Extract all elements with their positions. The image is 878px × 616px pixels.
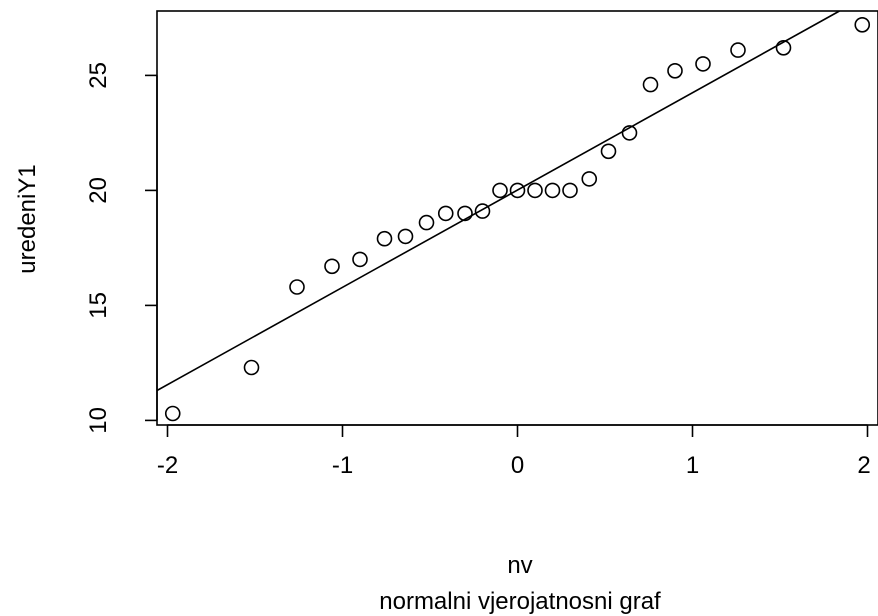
plot-box — [156, 10, 878, 426]
data-point — [581, 171, 598, 187]
data-point — [492, 182, 508, 199]
data-point — [324, 258, 340, 275]
x-tick-label: 2 — [857, 452, 870, 479]
data-point — [695, 56, 711, 72]
data-point — [352, 251, 368, 268]
x-tick-label: -2 — [157, 452, 178, 479]
data-point — [164, 405, 181, 422]
reference-line-group — [156, 10, 840, 392]
y-axis-title: uredeniY1 — [14, 164, 41, 273]
y-tick-label: 25 — [85, 62, 112, 89]
x-axis: -2 -1 0 1 2 — [157, 424, 871, 479]
data-point — [527, 182, 543, 199]
reference-line — [156, 10, 840, 392]
x-tick-label: -1 — [332, 452, 353, 479]
y-tick-label: 20 — [85, 177, 112, 204]
data-point — [243, 359, 260, 376]
y-tick-label: 10 — [85, 407, 112, 434]
data-point — [457, 205, 473, 222]
x-axis-title: nv — [507, 552, 532, 579]
data-point — [667, 63, 683, 79]
data-point — [437, 205, 454, 222]
data-point — [509, 182, 526, 199]
data-point — [621, 125, 638, 141]
y-tick-label: 15 — [85, 292, 112, 319]
data-point — [642, 76, 659, 93]
y-axis: 10 15 20 25 — [85, 62, 158, 434]
data-point — [376, 230, 393, 247]
data-point — [418, 214, 435, 231]
data-point — [730, 42, 746, 58]
data-point — [397, 228, 414, 245]
data-point — [600, 143, 617, 160]
data-point — [562, 182, 578, 199]
data-point — [474, 203, 491, 219]
data-points — [164, 16, 871, 422]
data-point — [544, 182, 561, 199]
data-point — [775, 39, 792, 56]
x-axis-subtitle: normalni vjerojatnosni graf — [379, 588, 661, 615]
data-point — [854, 16, 871, 33]
data-point — [289, 279, 305, 295]
x-tick-label: 1 — [686, 452, 699, 479]
x-tick-label: 0 — [511, 452, 524, 479]
